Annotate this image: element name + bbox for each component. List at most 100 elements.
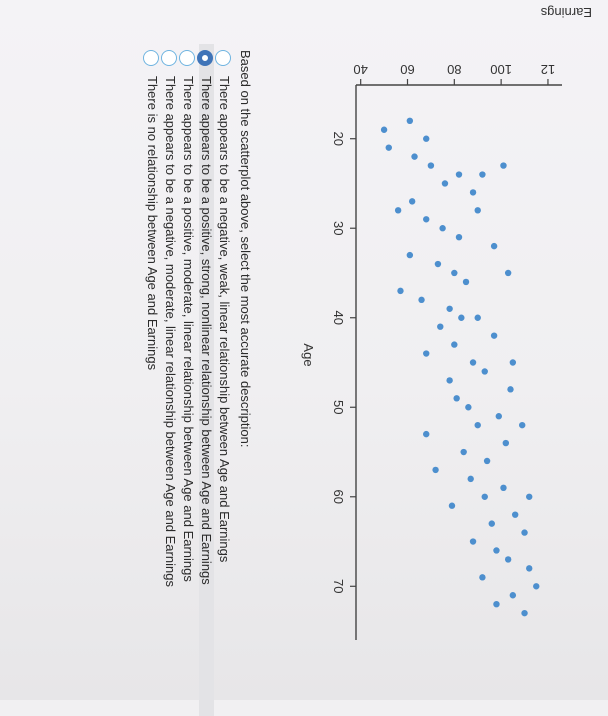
data-point <box>500 162 507 169</box>
radio-button-selected[interactable] <box>197 50 213 66</box>
data-point <box>423 135 430 142</box>
data-points <box>380 117 540 617</box>
data-point <box>441 180 449 187</box>
data-point <box>521 529 528 536</box>
data-point <box>504 269 512 277</box>
data-point <box>511 511 519 518</box>
data-point <box>479 574 486 581</box>
x-tick-label: 50 <box>331 400 346 414</box>
scatterplot: Earnings Age 40 60 80 100 12 20 30 40 50 60 70 <box>301 5 592 640</box>
data-point <box>479 171 486 178</box>
y-axis: Earnings <box>356 5 592 86</box>
x-axis: Age <box>301 85 357 640</box>
y-tick-label: 100 <box>490 62 512 77</box>
answer-option-3[interactable]: There appears to be a positive, moderate… <box>179 50 196 690</box>
data-point <box>509 359 517 366</box>
data-point <box>437 323 444 330</box>
data-point <box>460 448 467 456</box>
data-point <box>469 359 477 366</box>
data-point <box>507 386 514 393</box>
data-point <box>474 207 481 214</box>
question-text: Based on the scatterplot above, select t… <box>238 50 253 448</box>
data-point <box>483 457 491 465</box>
data-point <box>465 404 472 411</box>
data-point <box>455 171 463 178</box>
data-point <box>526 565 533 572</box>
data-point <box>439 225 446 232</box>
data-point <box>504 556 512 563</box>
data-point <box>380 126 388 133</box>
answer-option-2[interactable]: There appears to be a positive, strong, … <box>197 44 214 716</box>
y-tick-label: 60 <box>400 62 414 77</box>
data-point <box>408 198 416 205</box>
data-point <box>502 439 510 447</box>
data-point <box>481 493 488 500</box>
question-block: Based on the scatterplot above, select t… <box>142 44 253 716</box>
photo-background <box>0 0 608 700</box>
data-point <box>493 547 500 554</box>
x-ticks: 20 30 40 50 60 70 <box>331 131 356 594</box>
data-point <box>448 502 456 509</box>
data-point <box>509 592 517 599</box>
answer-option-5[interactable]: There is no relationship between Age and… <box>143 50 160 690</box>
data-point <box>458 314 465 321</box>
radio-button[interactable] <box>143 50 159 66</box>
data-point <box>526 493 533 500</box>
data-point <box>533 583 540 590</box>
y-axis-title: Earnings <box>540 5 592 20</box>
data-point <box>481 368 488 375</box>
data-point <box>394 207 402 214</box>
radio-button[interactable] <box>215 50 231 66</box>
answer-option-label: There appears to be a positive, moderate… <box>181 76 196 582</box>
y-tick-label: 40 <box>353 62 367 77</box>
data-point <box>423 430 430 438</box>
data-point <box>446 305 453 312</box>
y-tick-label: 80 <box>447 62 461 77</box>
data-point <box>521 609 528 617</box>
x-tick-label: 30 <box>331 221 346 235</box>
answer-option-label: There appears to be a positive, strong, … <box>199 76 214 585</box>
x-tick-label: 20 <box>331 131 346 145</box>
answer-option-1[interactable]: There appears to be a negative, weak, li… <box>215 50 232 690</box>
answer-option-4[interactable]: There appears to be a negative, moderate… <box>161 50 178 690</box>
data-point <box>469 189 477 196</box>
data-point <box>474 421 481 429</box>
data-point <box>418 296 425 304</box>
radio-button[interactable] <box>161 50 177 66</box>
data-point <box>427 162 435 169</box>
answer-option-label: There is no relationship between Age and… <box>145 76 160 371</box>
data-point <box>495 413 502 420</box>
y-ticks: 40 60 80 100 12 <box>353 62 555 85</box>
data-point <box>397 287 404 295</box>
y-tick-label: 12 <box>541 62 555 77</box>
data-point <box>488 520 495 527</box>
answer-option-label: There appears to be a negative, weak, li… <box>217 76 232 563</box>
data-point <box>453 395 460 402</box>
radio-button[interactable] <box>179 50 195 66</box>
data-point <box>451 341 458 348</box>
data-point <box>469 538 477 545</box>
rotated-page: Earnings Age 40 60 80 100 12 20 30 40 50 60 70 Ba… <box>142 5 592 716</box>
x-tick-label: 40 <box>331 311 346 325</box>
x-tick-label: 60 <box>331 490 346 504</box>
x-axis-title: Age <box>301 343 316 366</box>
data-point <box>432 466 439 474</box>
data-point <box>467 475 474 483</box>
data-point <box>490 332 498 339</box>
answer-option-label: There appears to be a negative, moderate… <box>163 76 178 587</box>
data-point <box>493 600 500 608</box>
data-point <box>451 269 458 277</box>
x-tick-label: 70 <box>331 579 346 593</box>
data-point <box>411 153 418 160</box>
data-point <box>423 350 430 357</box>
data-point <box>490 242 498 250</box>
data-point <box>406 117 414 125</box>
data-point <box>434 260 442 268</box>
data-point <box>455 233 463 241</box>
data-point <box>385 144 392 151</box>
data-point <box>500 484 507 492</box>
data-point <box>519 421 526 429</box>
data-point <box>423 216 430 223</box>
data-point <box>462 278 470 286</box>
data-point <box>446 377 453 384</box>
